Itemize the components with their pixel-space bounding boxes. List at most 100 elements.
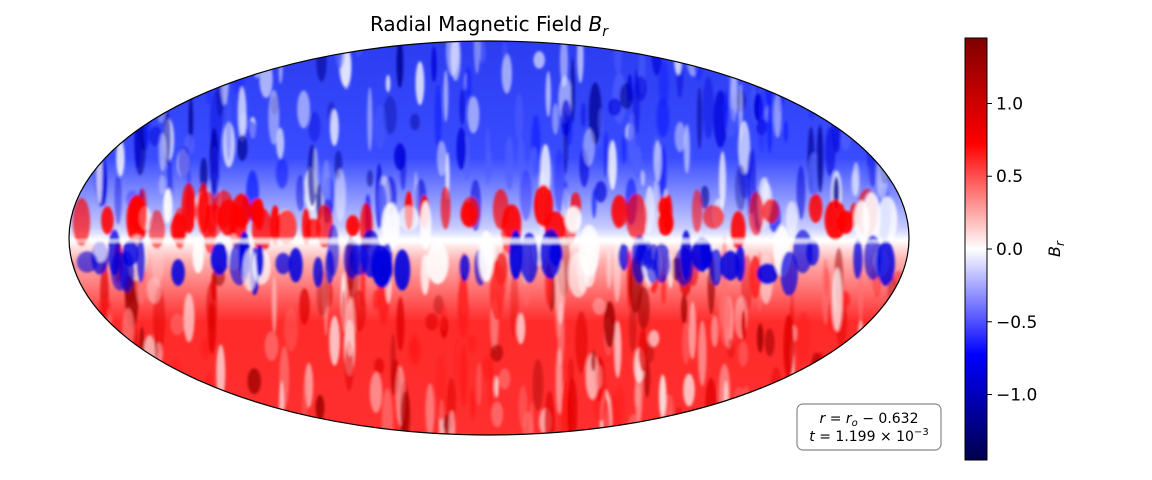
field-streak (611, 195, 629, 227)
field-streak (247, 368, 261, 395)
field-streak (297, 90, 310, 129)
field-streak (425, 313, 439, 331)
field-streak (700, 185, 710, 209)
field-streak (730, 211, 746, 249)
field-streak (688, 301, 697, 360)
field-streak (560, 99, 572, 137)
field-streak (490, 344, 504, 362)
field-streak (69, 364, 77, 384)
field-streak (614, 43, 622, 74)
field-streak (450, 41, 461, 81)
field-streak (855, 54, 864, 91)
field-streak (723, 380, 729, 413)
field-streak (122, 308, 135, 350)
field-streak (349, 243, 369, 276)
field-streak (494, 375, 499, 398)
field-streak (434, 84, 442, 150)
field-streak (476, 362, 482, 406)
field-streak (184, 407, 191, 429)
field-streak (116, 139, 125, 177)
field-streak (510, 271, 519, 339)
field-streak (165, 52, 174, 92)
field-streak (369, 372, 383, 413)
field-streak (308, 111, 321, 143)
field-streak (201, 337, 210, 359)
field-streak (879, 340, 891, 394)
field-streak (219, 41, 232, 77)
field-streak (119, 361, 128, 409)
field-streak (366, 170, 374, 187)
field-streak (467, 96, 480, 134)
field-streak (394, 249, 411, 291)
field-streak (700, 406, 705, 427)
field-streak (491, 401, 504, 428)
field-streak (749, 255, 762, 299)
field-streak (443, 70, 449, 122)
field-streak (264, 331, 279, 361)
field-streak (653, 140, 662, 182)
field-streak (240, 112, 248, 134)
field-streak (845, 78, 858, 128)
field-streak (313, 257, 324, 288)
field-streak (628, 414, 639, 435)
field-streak (394, 143, 406, 171)
field-streak (122, 240, 139, 267)
field-streak (76, 251, 98, 273)
field-streak (498, 368, 511, 390)
field-streak (440, 185, 451, 230)
field-streak (114, 173, 122, 225)
field-streak (874, 331, 883, 377)
field-streak (886, 313, 894, 380)
field-streak (316, 41, 327, 82)
field-streak (719, 250, 740, 281)
field-streak (643, 359, 651, 398)
field-streak (335, 168, 346, 222)
field-streak (205, 371, 214, 413)
field-streak (719, 285, 732, 346)
field-streak (674, 44, 682, 75)
field-streak (633, 144, 642, 179)
field-streak (785, 201, 798, 235)
field-streak (74, 41, 86, 99)
field-streak (205, 41, 213, 104)
field-streak (482, 357, 493, 379)
field-streak (529, 146, 538, 178)
field-streak (529, 402, 534, 435)
field-streak (719, 151, 726, 209)
field-streak (877, 196, 898, 243)
field-streak (637, 286, 650, 330)
field-streak (766, 88, 773, 154)
field-streak (568, 251, 590, 298)
field-streak (596, 365, 603, 389)
field-streak (278, 380, 285, 435)
field-streak (192, 237, 204, 274)
field-streak (276, 209, 297, 244)
field-streak (602, 398, 611, 435)
field-streak (235, 411, 247, 435)
field-streak (843, 41, 849, 73)
field-streak (102, 158, 107, 208)
field-streak (621, 133, 627, 164)
field-streak (206, 202, 223, 238)
field-streak (691, 237, 713, 272)
field-streak (851, 63, 865, 127)
field-streak (275, 157, 289, 189)
field-streak (96, 141, 103, 204)
field-streak (276, 127, 285, 159)
field-streak (138, 326, 146, 386)
field-streak (645, 341, 655, 363)
field-streak (69, 238, 909, 244)
field-streak (771, 367, 782, 406)
field-streak (592, 297, 606, 315)
field-streak (315, 394, 325, 421)
field-streak (481, 240, 497, 265)
field-streak (532, 359, 544, 411)
field-streak (170, 313, 185, 336)
field-streak (137, 396, 143, 417)
field-streak (616, 385, 625, 429)
field-streak (140, 402, 153, 435)
field-streak (77, 337, 90, 358)
field-streak (330, 109, 339, 146)
field-streak (608, 98, 622, 116)
